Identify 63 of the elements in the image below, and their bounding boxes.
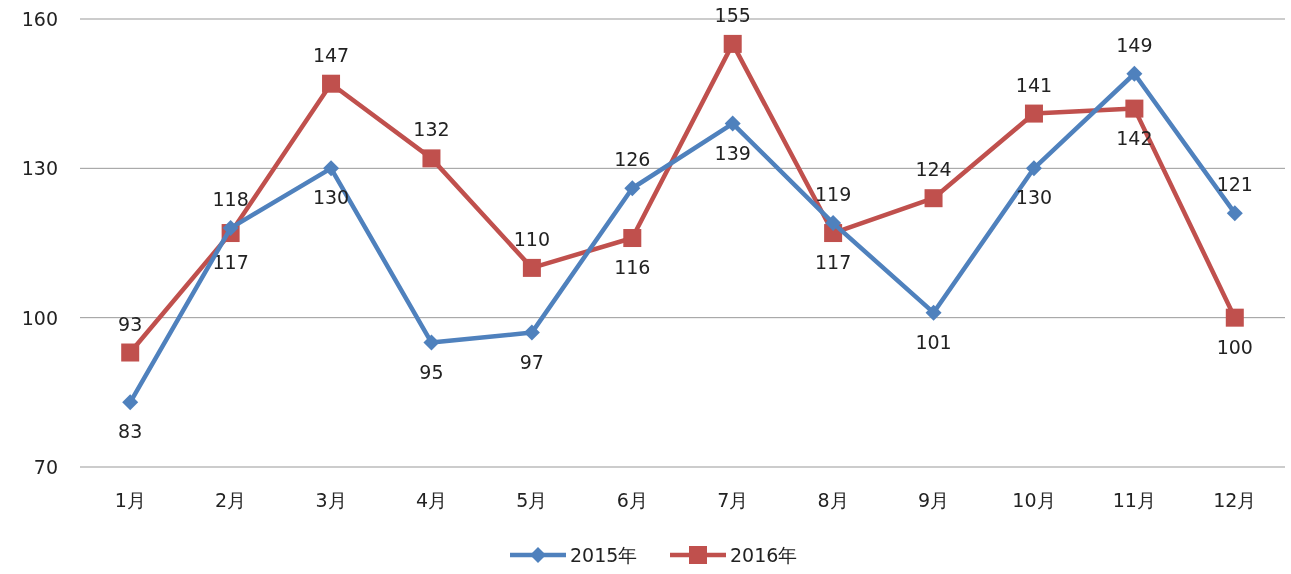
legend-label: 2015年 bbox=[570, 544, 638, 566]
data-label: 117 bbox=[212, 251, 249, 274]
data-label: 101 bbox=[915, 330, 952, 353]
point bbox=[1024, 104, 1043, 123]
x-tick-label: 9月 bbox=[917, 489, 950, 511]
data-label: 141 bbox=[1015, 73, 1053, 96]
data-label: 124 bbox=[915, 158, 952, 181]
x-tick-label: 7月 bbox=[717, 489, 749, 511]
point bbox=[925, 304, 942, 321]
point bbox=[724, 115, 741, 132]
data-label: 132 bbox=[413, 118, 450, 141]
y-tick-label: 160 bbox=[21, 8, 58, 30]
x-tick-label: 10月 bbox=[1012, 489, 1056, 511]
data-label: 93 bbox=[118, 312, 143, 335]
data-label: 95 bbox=[419, 360, 444, 383]
data-label: 139 bbox=[714, 141, 751, 164]
x-tick-label: 1月 bbox=[114, 489, 146, 511]
point bbox=[1126, 65, 1143, 82]
data-label: 117 bbox=[814, 251, 852, 274]
data-label: 121 bbox=[1216, 173, 1253, 196]
y-tick-label: 100 bbox=[21, 306, 58, 329]
x-tick-label: 6月 bbox=[616, 489, 648, 511]
point bbox=[924, 189, 943, 208]
data-label: 119 bbox=[814, 183, 852, 206]
legend-label: 2016年 bbox=[730, 544, 798, 566]
x-tick-label: 8月 bbox=[817, 489, 849, 511]
data-label: 116 bbox=[614, 256, 651, 279]
point bbox=[121, 343, 140, 362]
point bbox=[723, 34, 742, 53]
data-label: 130 bbox=[1015, 186, 1053, 209]
point bbox=[422, 149, 441, 168]
data-label: 100 bbox=[1216, 335, 1253, 358]
point bbox=[1125, 99, 1144, 118]
point bbox=[1025, 160, 1042, 177]
point bbox=[423, 334, 440, 351]
point bbox=[1225, 308, 1244, 327]
point bbox=[322, 74, 341, 93]
x-tick-label: 11月 bbox=[1112, 489, 1156, 511]
point bbox=[522, 258, 541, 277]
point bbox=[122, 394, 139, 411]
y-tick-label: 70 bbox=[33, 456, 58, 478]
x-tick-label: 5月 bbox=[516, 489, 548, 511]
point bbox=[624, 180, 641, 197]
point bbox=[623, 229, 642, 248]
point bbox=[523, 324, 540, 341]
data-label: 118 bbox=[212, 188, 249, 211]
x-tick-label: 4月 bbox=[415, 489, 448, 511]
data-label: 130 bbox=[312, 186, 350, 209]
data-label: 83 bbox=[118, 420, 143, 443]
point bbox=[825, 215, 842, 232]
point bbox=[222, 220, 239, 237]
data-label: 155 bbox=[714, 3, 751, 26]
data-label: 149 bbox=[1116, 33, 1153, 56]
data-label: 97 bbox=[519, 350, 544, 373]
x-tick-label: 2月 bbox=[215, 489, 247, 511]
y-tick-label: 130 bbox=[21, 157, 58, 180]
x-tick-label: 3月 bbox=[315, 489, 347, 511]
data-label: 110 bbox=[513, 227, 551, 250]
point bbox=[323, 160, 340, 177]
data-label: 126 bbox=[614, 148, 651, 171]
point bbox=[1226, 205, 1243, 222]
data-label: 147 bbox=[312, 43, 350, 66]
x-tick-label: 12月 bbox=[1213, 489, 1257, 511]
